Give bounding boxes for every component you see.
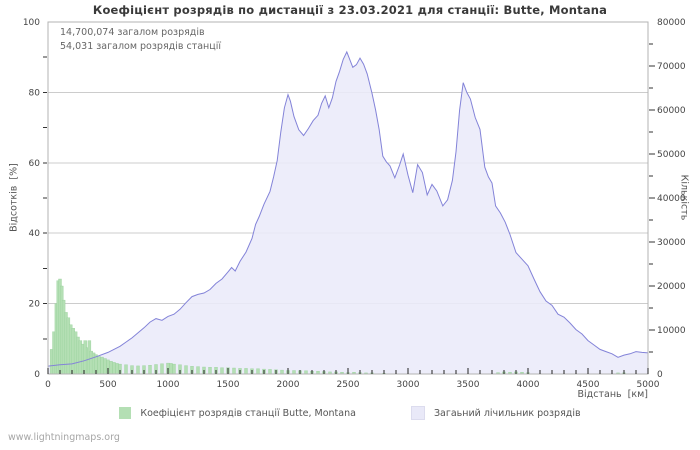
x-tick-label: 5000	[637, 380, 660, 390]
x-axis-title: Відстань [км]	[577, 389, 648, 400]
y-left-tick-label: 100	[23, 18, 40, 28]
y-right-tick-label: 60000	[657, 106, 686, 116]
y-left-tick-label: 60	[29, 159, 41, 169]
legend-item-total-count: Загаьний лічильник розрядів	[410, 406, 581, 420]
x-tick-label: 500	[99, 380, 116, 390]
y-right-tick-label: 40000	[657, 194, 686, 204]
y-right-tick-label: 80000	[657, 18, 686, 28]
y-right-axis-title: Кількість	[678, 174, 690, 221]
legend-label-total-count: Загаьний лічильник розрядів	[433, 407, 581, 419]
legend-swatch-station-ratio	[119, 407, 132, 419]
y-right-tick-label: 30000	[657, 238, 686, 248]
y-right-tick-label: 0	[657, 370, 663, 380]
x-tick-label: 1000	[157, 380, 180, 390]
chart-title: Коефіцієнт розрядів по дистанції з 23.03…	[92, 3, 608, 17]
y-left-tick-label: 40	[29, 229, 41, 239]
x-tick-label: 2500	[337, 380, 360, 390]
y-left-axis-title: Відсотків [%]	[8, 163, 20, 232]
x-tick-label: 4000	[517, 380, 540, 390]
legend-swatch-total-count	[410, 406, 425, 420]
x-tick-label: 3000	[397, 380, 420, 390]
x-tick-label: 1500	[217, 380, 240, 390]
legend-item-station-ratio: Коефіцієнт розрядів станції Butte, Monta…	[119, 406, 356, 420]
y-left-tick-label: 0	[34, 370, 40, 380]
x-tick-label: 0	[45, 380, 51, 390]
x-tick-label: 4500	[577, 380, 600, 390]
legend: Коефіцієнт розрядів станції Butte, Monta…	[0, 406, 700, 420]
annotation-total-strokes: 14,700,074 загалом розрядів	[60, 27, 205, 38]
legend-label-station-ratio: Коефіцієнт розрядів станції Butte, Monta…	[140, 407, 356, 419]
y-left-tick-label: 20	[29, 300, 41, 310]
x-tick-label: 3500	[457, 380, 480, 390]
y-left-tick-label: 80	[29, 88, 41, 98]
x-tick-label: 2000	[277, 380, 300, 390]
y-right-tick-label: 70000	[657, 62, 686, 72]
annotation-station-strokes: 54,031 загалом розрядів станції	[60, 41, 222, 52]
y-right-tick-label: 20000	[657, 282, 686, 292]
watermark: www.lightningmaps.org	[8, 432, 120, 443]
y-right-tick-label: 10000	[657, 326, 686, 336]
y-right-tick-label: 50000	[657, 150, 686, 160]
